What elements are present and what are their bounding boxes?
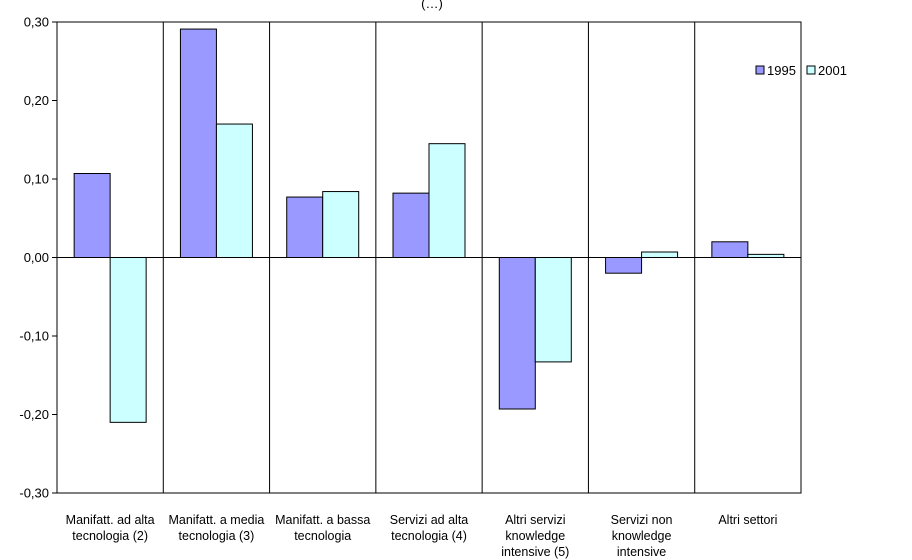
- bar-1995-4: [498, 257, 536, 410]
- bar-1995-2: [286, 196, 324, 258]
- legend-swatch-2001: [806, 65, 816, 75]
- bar-1995-0: [73, 173, 111, 259]
- category-label: Altri settori: [718, 513, 777, 527]
- category-label: Manifatt. a bassa tecnologia: [275, 513, 370, 543]
- legend-label-1995: 1995: [767, 63, 796, 78]
- category-label: Servizi ad alta tecnologia (4): [390, 513, 469, 543]
- y-axis-ticks: 0,30 0,20 0,10 0,00 -0,10 -0,20 -0,30: [19, 15, 57, 501]
- y-tick-label: -0,20: [19, 407, 49, 422]
- category-label: Manifatt. a media tecnologia (3): [168, 513, 264, 543]
- bar-2001-0: [109, 257, 147, 423]
- category-label: Manifatt. ad alta tecnologia (2): [66, 513, 155, 543]
- bar-1995-5: [605, 257, 643, 274]
- bar-2001-4: [534, 257, 572, 363]
- x-axis-categories: Manifatt. ad alta tecnologia (2) Manifatt.…: [66, 513, 778, 559]
- chart-title-fragment: (…): [421, 0, 443, 11]
- y-tick-label: 0,10: [24, 172, 49, 187]
- bars: [73, 28, 785, 423]
- legend-label-2001: 2001: [818, 63, 847, 78]
- bar-1995-6: [711, 241, 749, 259]
- category-label: Altri servizi knowledge intensive (5): [501, 513, 569, 559]
- legend-swatch-1995: [755, 65, 765, 75]
- bar-2001-3: [428, 143, 466, 258]
- legend: 1995 2001: [755, 63, 847, 78]
- y-tick-label: -0,30: [19, 486, 49, 501]
- y-tick-label: 0,00: [24, 250, 49, 265]
- bar-2001-5: [641, 251, 679, 259]
- bar-2001-1: [215, 123, 253, 258]
- bar-1995-1: [179, 28, 217, 258]
- y-tick-label: 0,30: [24, 15, 49, 30]
- category-label: Servizi non knowledge intensive: [611, 513, 673, 559]
- axes: [56, 21, 802, 494]
- bar-2001-2: [322, 191, 360, 258]
- bar-1995-3: [392, 192, 430, 259]
- y-tick-label: -0,10: [19, 329, 49, 344]
- y-tick-label: 0,20: [24, 93, 49, 108]
